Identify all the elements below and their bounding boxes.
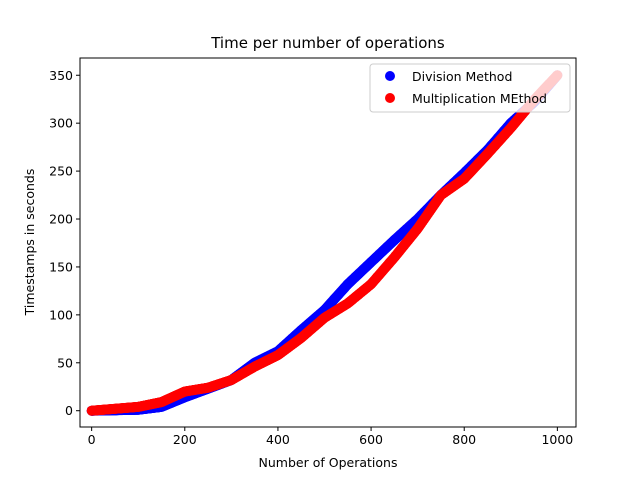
legend-frame xyxy=(369,63,571,113)
legend-label-division: Division Method xyxy=(412,69,512,84)
legend-label-multiplication: Multiplication MEthod xyxy=(412,91,547,106)
y-tick-label: 300 xyxy=(49,116,73,131)
series-0 xyxy=(86,70,563,416)
y-axis: 0 50 100 150 200 250 300 350 xyxy=(49,68,80,418)
x-axis-label: Number of Operations xyxy=(259,455,398,470)
x-tick-label: 0 xyxy=(88,432,96,447)
y-tick-label: 200 xyxy=(49,212,73,227)
plot-points xyxy=(86,70,563,416)
x-tick-label: 600 xyxy=(359,432,383,447)
y-tick-label: 150 xyxy=(49,259,73,274)
x-tick-label: 1000 xyxy=(541,432,573,447)
y-tick-label: 100 xyxy=(49,307,73,322)
y-tick-label: 250 xyxy=(49,164,73,179)
chart-title: Time per number of operations xyxy=(210,34,445,52)
plot-frame xyxy=(79,57,577,428)
legend-marker-division xyxy=(385,71,395,81)
legend-marker-multiplication xyxy=(385,93,395,103)
x-tick-label: 800 xyxy=(452,432,476,447)
legend: Division Method Multiplication MEthod xyxy=(369,63,571,113)
y-axis-label: Timestamps in seconds xyxy=(22,169,37,317)
y-tick-label: 350 xyxy=(49,68,73,83)
x-tick-label: 200 xyxy=(173,432,197,447)
y-tick-label: 0 xyxy=(65,403,73,418)
x-tick-label: 400 xyxy=(266,432,290,447)
x-axis: 0 200 400 600 800 1000 xyxy=(88,427,573,447)
series-1 xyxy=(86,70,563,416)
y-tick-label: 50 xyxy=(57,355,73,370)
